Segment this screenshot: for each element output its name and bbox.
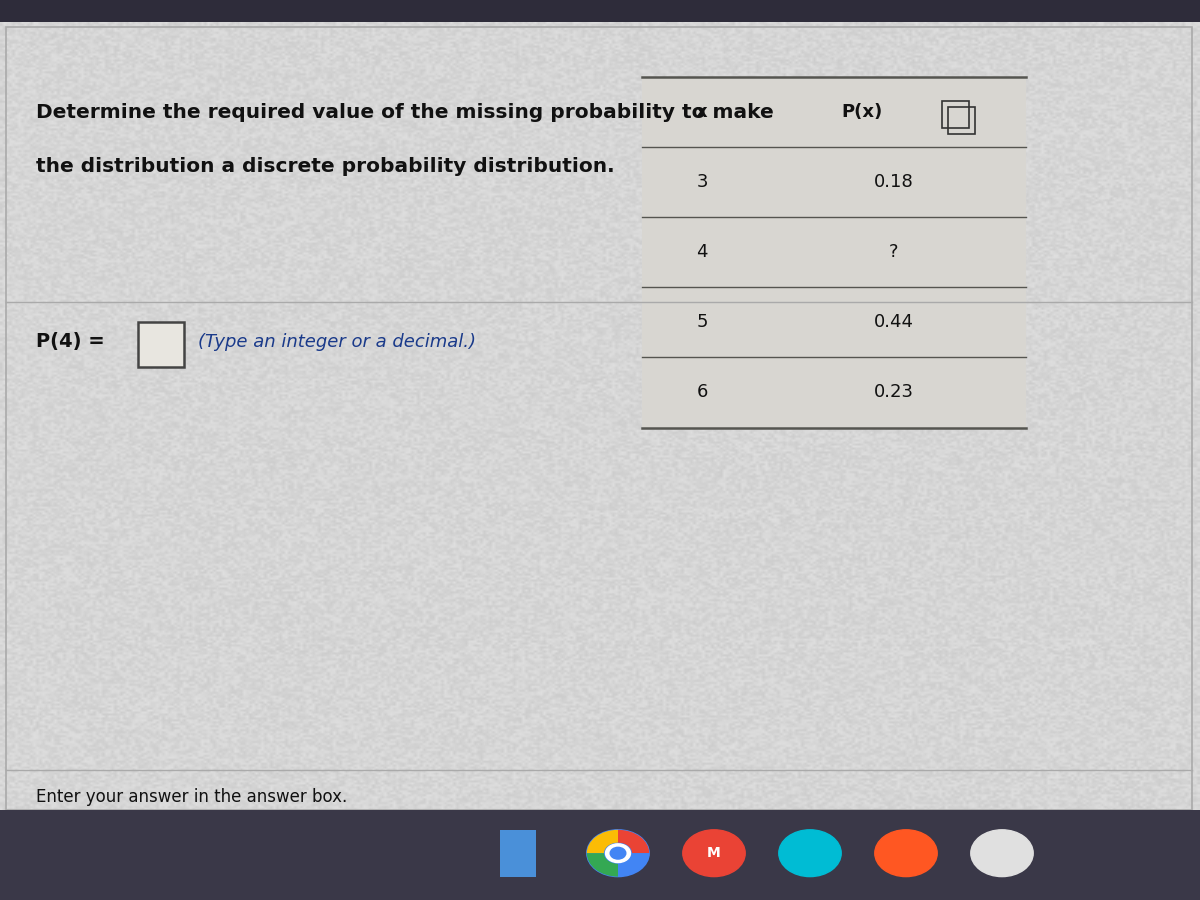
Circle shape <box>683 830 745 877</box>
Text: Determine the required value of the missing probability to make: Determine the required value of the miss… <box>36 104 774 122</box>
Text: 5: 5 <box>696 313 708 331</box>
Circle shape <box>611 848 626 859</box>
Text: 3: 3 <box>696 173 708 191</box>
Text: ?: ? <box>889 243 899 261</box>
Text: the distribution a discrete probability distribution.: the distribution a discrete probability … <box>36 158 614 176</box>
Circle shape <box>587 830 649 877</box>
Circle shape <box>875 830 937 877</box>
Text: 0.44: 0.44 <box>874 313 914 331</box>
Text: x: x <box>696 103 708 121</box>
FancyBboxPatch shape <box>0 810 1200 900</box>
Text: 4: 4 <box>696 243 708 261</box>
FancyBboxPatch shape <box>500 830 536 877</box>
Text: (Type an integer or a decimal.): (Type an integer or a decimal.) <box>198 333 476 351</box>
Text: P(4) =: P(4) = <box>36 332 104 352</box>
Wedge shape <box>618 830 649 853</box>
Circle shape <box>971 830 1033 877</box>
Wedge shape <box>587 830 618 853</box>
Wedge shape <box>618 853 649 877</box>
FancyBboxPatch shape <box>642 76 1026 427</box>
Text: M: M <box>707 846 721 860</box>
FancyBboxPatch shape <box>138 322 184 367</box>
Circle shape <box>606 844 630 862</box>
Circle shape <box>779 830 841 877</box>
Text: P(x): P(x) <box>841 103 883 121</box>
Text: G: G <box>613 847 623 860</box>
Text: 0.23: 0.23 <box>874 383 914 401</box>
Text: 6: 6 <box>696 383 708 401</box>
Wedge shape <box>587 853 618 877</box>
Text: Enter your answer in the answer box.: Enter your answer in the answer box. <box>36 788 347 806</box>
Text: 0.18: 0.18 <box>874 173 914 191</box>
FancyBboxPatch shape <box>948 107 974 134</box>
